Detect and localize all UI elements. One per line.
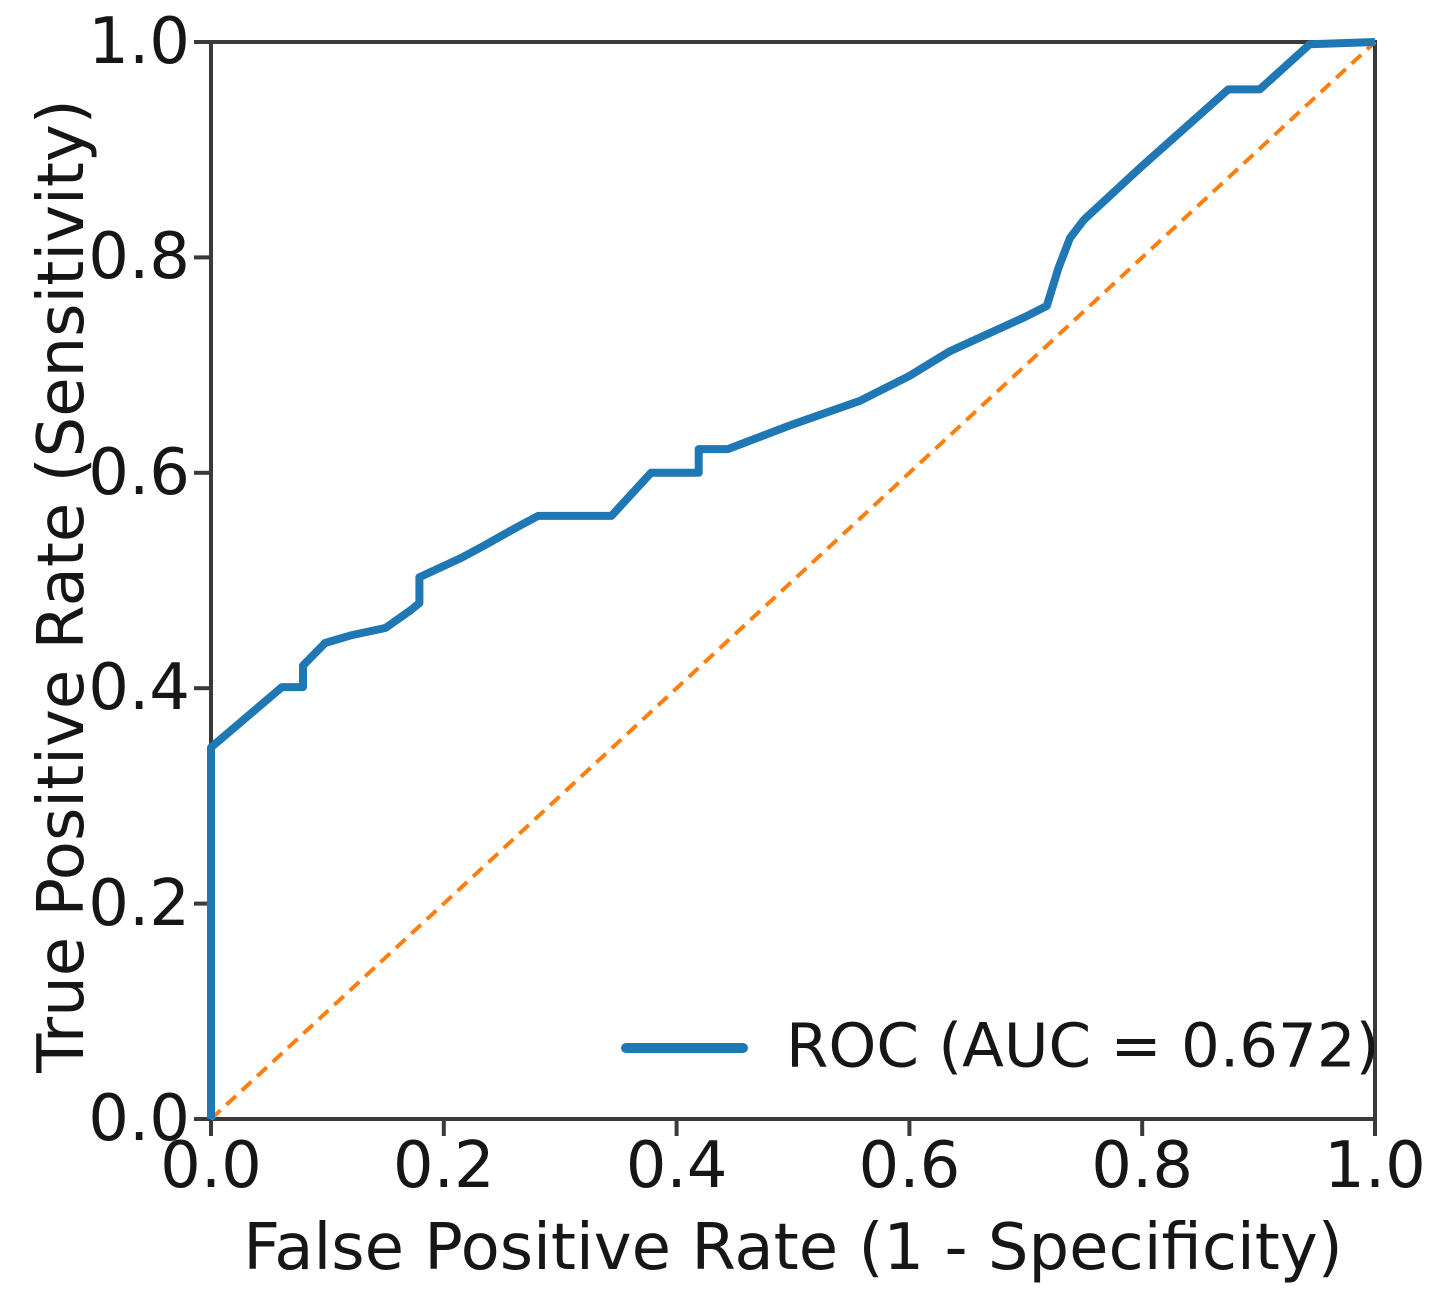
y-tick-label: 1.0 xyxy=(88,5,190,79)
y-tick-label: 0.2 xyxy=(88,866,190,941)
x-axis-title: False Positive Rate (1 - Specificity) xyxy=(243,1211,1343,1285)
x-tick-label: 1.0 xyxy=(1324,1129,1426,1203)
y-tick-label: 0.8 xyxy=(88,220,190,295)
x-tick-label: 0.8 xyxy=(1091,1129,1194,1203)
y-tick-label: 0.4 xyxy=(88,651,190,726)
x-tick-label: 0.2 xyxy=(392,1129,495,1203)
roc-curve-line xyxy=(207,38,1376,1119)
x-tick-label: 0.6 xyxy=(858,1129,961,1203)
plot-border xyxy=(209,40,1377,1121)
y-axis-title: True Positive Rate (Sensitivity) xyxy=(25,99,99,1073)
x-tick-label: 0.0 xyxy=(160,1129,262,1203)
x-tick-label: 0.4 xyxy=(625,1129,728,1203)
chance-diagonal-line xyxy=(209,40,1377,1121)
y-tick-label: 0.0 xyxy=(88,1082,190,1156)
y-tick-label: 0.6 xyxy=(88,435,190,510)
